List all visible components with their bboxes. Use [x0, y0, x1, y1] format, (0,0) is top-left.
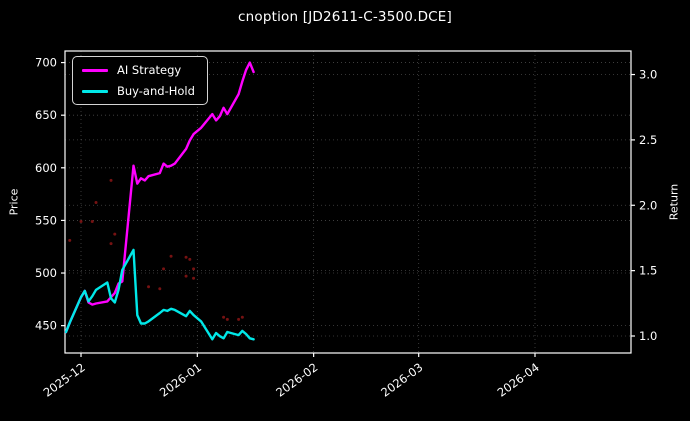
legend: AI Strategy Buy-and-Hold [72, 56, 208, 105]
trade-dot [169, 254, 173, 258]
price-tick-label: 700 [35, 56, 57, 70]
trade-dot [192, 276, 196, 280]
trade-dot [192, 267, 196, 271]
trade-dot [237, 317, 241, 321]
buy-and-hold-line [64, 248, 255, 341]
legend-item-buy-and-hold: Buy-and-Hold [82, 84, 195, 98]
trade-dot [113, 232, 117, 236]
ai-strategy-line [64, 61, 255, 334]
date-tick-label: 2026-04 [495, 360, 542, 400]
trade-dot [184, 255, 188, 259]
trade-dot [240, 315, 244, 319]
return-tick-label: 1.5 [639, 264, 657, 278]
return-axis-label: Return [667, 183, 681, 221]
buy-and-hold-line-swatch [82, 89, 108, 93]
legend-item-ai-strategy: AI Strategy [82, 63, 195, 77]
return-tick-label: 2.5 [639, 133, 657, 147]
price-tick-label: 500 [35, 266, 57, 280]
date-tick-label: 2025-12 [41, 360, 88, 400]
price-axis-label: Price [7, 188, 21, 216]
trade-dot [162, 267, 166, 271]
price-tick-label: 550 [35, 213, 57, 227]
trade-dot [94, 201, 98, 205]
date-tick-label: 2026-02 [273, 360, 320, 400]
trade-dot [109, 242, 113, 246]
return-tick-label: 1.0 [639, 329, 657, 343]
trade-dot [188, 257, 192, 261]
buy-and-hold-legend-label: Buy-and-Hold [117, 84, 195, 98]
chart-title: cnoption [JD2611-C-3500.DCE] [238, 9, 452, 25]
price-tick-label: 450 [35, 319, 57, 333]
trade-dot [184, 274, 188, 278]
ai-strategy-legend-label: AI Strategy [117, 63, 182, 77]
trade-dot [109, 178, 113, 182]
date-tick-label: 2026-03 [378, 360, 425, 400]
trade-dot [222, 315, 226, 319]
trade-dot [68, 238, 72, 242]
trade-dot [79, 219, 83, 223]
trade-dot [147, 285, 151, 289]
trade-dot [225, 317, 229, 321]
trade-dot [158, 287, 162, 291]
plot-border [64, 50, 632, 354]
ai-strategy-line-swatch [82, 68, 108, 72]
price-tick-label: 600 [35, 161, 57, 175]
trade-dot [90, 219, 94, 223]
date-tick-label: 2026-01 [157, 360, 204, 400]
return-tick-label: 2.0 [639, 198, 657, 212]
return-tick-label: 3.0 [639, 68, 657, 82]
price-tick-label: 650 [35, 108, 57, 122]
